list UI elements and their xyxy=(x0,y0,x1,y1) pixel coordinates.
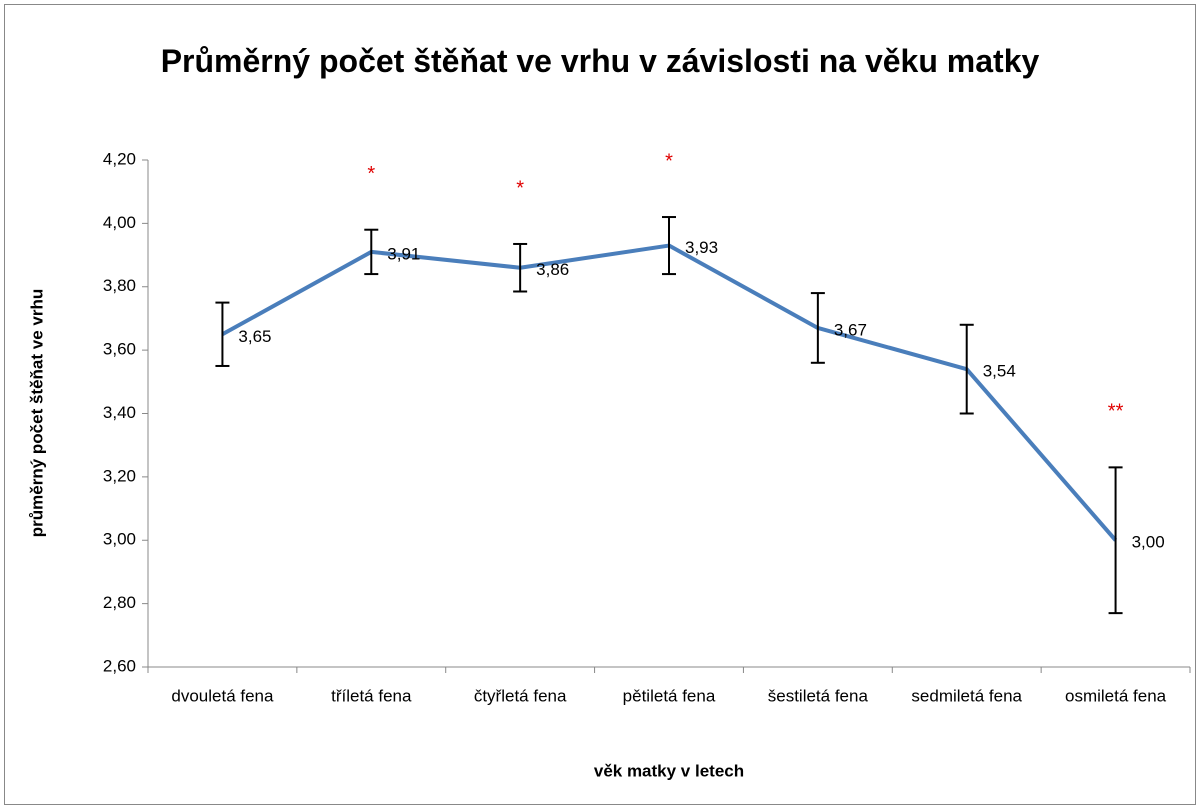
y-tick-label: 4,00 xyxy=(103,213,136,232)
data-label: 3,00 xyxy=(1132,533,1165,552)
significance-mark: ** xyxy=(1108,401,1124,423)
y-tick-label: 4,20 xyxy=(103,149,136,168)
significance-mark: * xyxy=(516,177,524,199)
y-tick-label: 3,40 xyxy=(103,403,136,422)
y-tick-label: 2,80 xyxy=(103,593,136,612)
x-tick-label: tříletá fena xyxy=(331,686,412,705)
data-label: 3,54 xyxy=(983,362,1016,381)
x-axis-label: věk matky v letech xyxy=(594,761,744,780)
x-tick-label: čtyřletá fena xyxy=(474,686,567,705)
x-tick-label: sedmiletá fena xyxy=(911,686,1022,705)
x-tick-label: dvouletá fena xyxy=(171,686,274,705)
y-tick-label: 3,60 xyxy=(103,340,136,359)
y-axis-label: průměrný počet štěňat ve vrhu xyxy=(27,289,46,537)
data-label: 3,65 xyxy=(238,327,271,346)
significance-mark: * xyxy=(367,163,375,185)
x-tick-label: šestiletá fena xyxy=(768,686,869,705)
data-label: 3,91 xyxy=(387,244,420,263)
data-label: 3,86 xyxy=(536,260,569,279)
y-tick-label: 3,20 xyxy=(103,466,136,485)
data-label: 3,93 xyxy=(685,238,718,257)
y-tick-label: 3,80 xyxy=(103,276,136,295)
chart-frame xyxy=(4,4,1196,805)
x-tick-label: osmiletá fena xyxy=(1065,686,1167,705)
y-tick-label: 3,00 xyxy=(103,530,136,549)
y-tick-label: 2,60 xyxy=(103,656,136,675)
x-tick-label: pětiletá fena xyxy=(623,686,716,705)
significance-mark: * xyxy=(665,150,673,172)
data-line xyxy=(221,243,1118,542)
data-label: 3,67 xyxy=(834,320,867,339)
chart-title: Průměrný počet štěňat ve vrhu v závislos… xyxy=(160,43,1040,79)
